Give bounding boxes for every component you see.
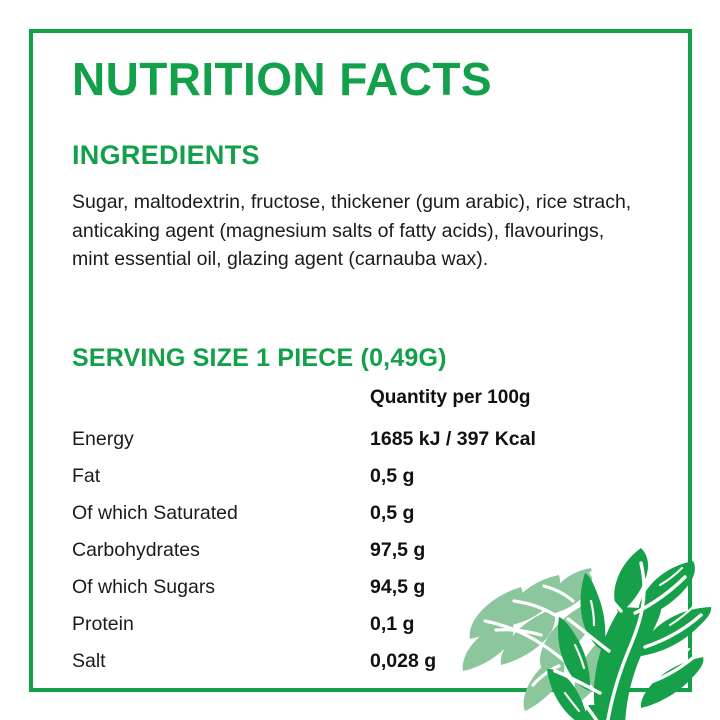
table-row: Fat 0,5 g [72,463,612,500]
nutrient-label: Of which Saturated [72,502,238,524]
ingredients-text: Sugar, maltodextrin, fructose, thickener… [72,191,632,270]
nutrition-table: Quantity per 100g Energy 1685 kJ / 397 K… [72,385,612,685]
serving-size-heading: SERVING SIZE 1 PIECE (0,49G) [72,344,447,372]
nutrient-label: Fat [72,465,101,487]
label-content: NUTRITION FACTS INGREDIENTS Sugar, malto… [72,0,672,720]
table-header-quantity: Quantity per 100g [370,387,531,408]
ingredients-heading: INGREDIENTS [72,140,260,170]
nutrient-value: 1685 kJ / 397 Kcal [370,428,536,450]
page-title: NUTRITION FACTS [72,53,492,105]
nutrient-value: 94,5 g [370,576,426,598]
nutrient-value: 0,1 g [370,613,415,635]
table-header-row: Quantity per 100g [72,385,612,426]
table-row: Of which Sugars 94,5 g [72,574,612,611]
nutrient-value: 0,028 g [370,650,437,672]
nutrient-label: Energy [72,428,134,450]
nutrient-value: 97,5 g [370,539,426,561]
nutrient-label: Protein [72,613,134,635]
table-row: Protein 0,1 g [72,611,612,648]
table-row: Of which Saturated 0,5 g [72,500,612,537]
nutrient-value: 0,5 g [370,465,415,487]
table-row: Carbohydrates 97,5 g [72,537,612,574]
nutrient-label: Carbohydrates [72,539,200,561]
nutrient-label: Salt [72,650,106,672]
table-row: Salt 0,028 g [72,648,612,685]
nutrient-value: 0,5 g [370,502,415,524]
table-row: Energy 1685 kJ / 397 Kcal [72,426,612,463]
nutrient-label: Of which Sugars [72,576,216,598]
